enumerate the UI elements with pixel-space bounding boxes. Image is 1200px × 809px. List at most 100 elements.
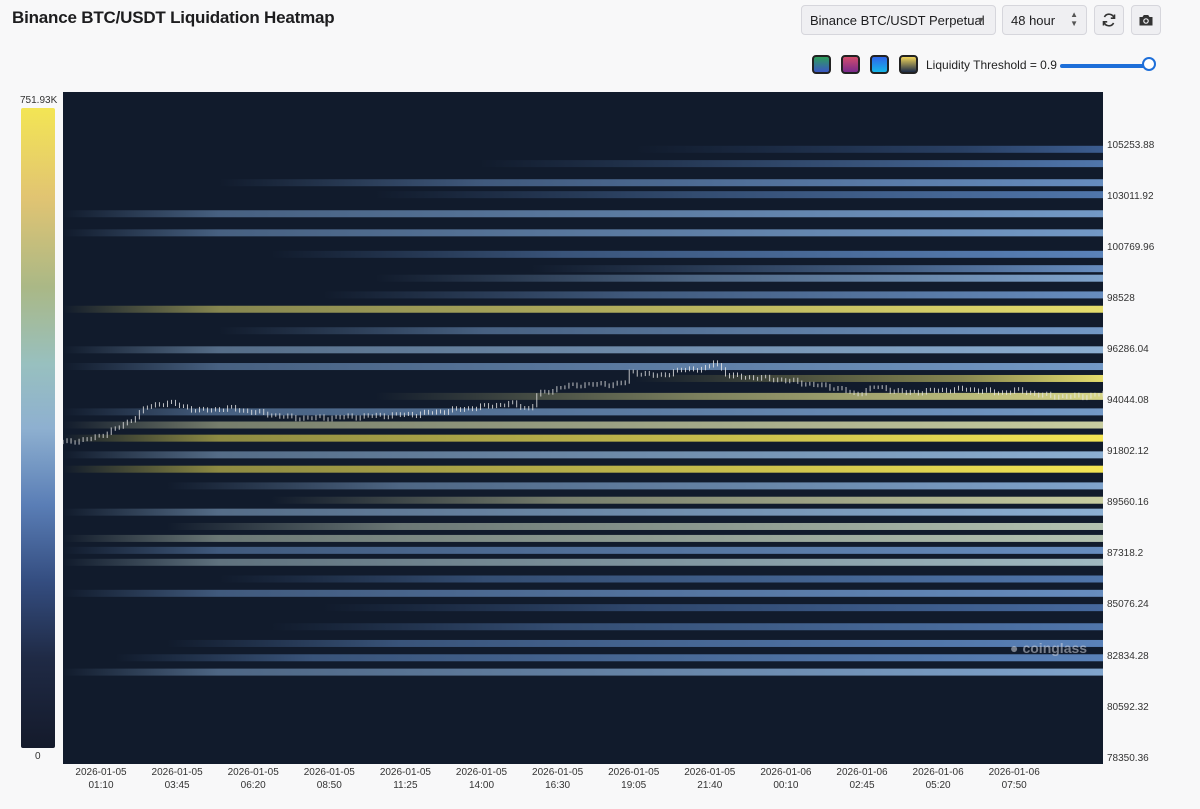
coinglass-logo-icon: ● — [1010, 640, 1019, 656]
y-axis-tick-label: 78350.36 — [1107, 752, 1149, 764]
x-axis-tick-label: 2026-01-06 05:20 — [903, 766, 973, 792]
liquidation-band — [375, 274, 1103, 282]
x-tick-time: 19:05 — [621, 780, 647, 791]
camera-icon — [1139, 15, 1153, 26]
y-axis-tick-label: 105253.88 — [1107, 140, 1155, 151]
liquidation-band — [635, 374, 1103, 382]
x-axis-tick-label: 2026-01-05 21:40 — [675, 766, 745, 792]
liquidation-band — [219, 327, 1103, 335]
liquidation-band — [271, 250, 1103, 258]
liquidation-band — [63, 668, 1103, 676]
watermark-text: coinglass — [1022, 640, 1088, 656]
liquidation-band — [271, 623, 1103, 631]
x-tick-time: 06:20 — [240, 780, 266, 791]
x-tick-date: 2026-01-05 — [75, 767, 127, 778]
liquidation-band — [63, 408, 1103, 416]
liquidation-band — [63, 210, 1103, 218]
x-tick-date: 2026-01-06 — [836, 767, 888, 778]
x-axis-tick-label: 2026-01-05 01:10 — [66, 766, 136, 792]
liquidation-band — [323, 291, 1103, 299]
x-tick-date: 2026-01-05 — [227, 767, 279, 778]
symbol-select[interactable]: Binance BTC/USDT Perpetual ▼ — [801, 5, 996, 35]
x-tick-date: 2026-01-05 — [379, 767, 431, 778]
y-axis-tick-label: 94044.08 — [1107, 395, 1149, 407]
color-scale-legend — [21, 108, 55, 748]
liquidation-band — [323, 604, 1103, 612]
liquidation-band — [375, 392, 1103, 400]
x-tick-date: 2026-01-05 — [608, 767, 660, 778]
x-tick-date: 2026-01-05 — [532, 767, 584, 778]
green-theme-swatch[interactable] — [812, 55, 831, 74]
x-tick-time: 03:45 — [164, 780, 190, 791]
yellow-theme-swatch[interactable] — [899, 55, 918, 74]
y-axis-tick-label: 80592.32 — [1107, 701, 1149, 713]
y-axis-tick-label: 103011.92 — [1107, 191, 1154, 203]
page-title: Binance BTC/USDT Liquidation Heatmap — [12, 8, 335, 27]
legend-max-label: 751.93K — [20, 95, 58, 106]
x-tick-time: 00:10 — [773, 780, 799, 791]
liquidation-band — [167, 482, 1103, 490]
liquidation-band — [63, 534, 1103, 542]
y-axis-tick-label: 85076.24 — [1107, 599, 1149, 611]
x-tick-time: 14:00 — [468, 780, 495, 791]
liquidation-band — [479, 160, 1103, 168]
x-axis-tick-label: 2026-01-06 02:45 — [827, 766, 897, 792]
liquidation-band — [63, 589, 1103, 597]
x-axis-tick-label: 2026-01-06 00:10 — [751, 766, 821, 792]
x-axis-tick-label: 2026-01-05 19:05 — [599, 766, 669, 792]
x-axis-tick-label: 2026-01-05 06:20 — [218, 766, 288, 792]
liquidation-band — [219, 575, 1103, 583]
blue-theme-swatch[interactable] — [870, 55, 889, 74]
x-axis-tick-label: 2026-01-05 14:00 — [447, 766, 517, 792]
liquidation-band — [271, 496, 1103, 504]
liquidation-band — [63, 346, 1103, 354]
chevron-updown-icon: ▲ ▼ — [1070, 10, 1078, 28]
chevron-down-icon: ▼ — [976, 15, 985, 25]
y-axis-tick-label: 82834.28 — [1107, 650, 1149, 662]
range-select[interactable]: 48 hour ▲ ▼ — [1002, 5, 1087, 35]
x-tick-date: 2026-01-05 — [455, 767, 508, 778]
x-tick-time: 07:50 — [1001, 780, 1027, 791]
x-axis-tick-label: 2026-01-05 03:45 — [142, 766, 212, 792]
x-axis-tick-label: 2026-01-05 11:25 — [370, 766, 440, 792]
liquidation-band — [63, 508, 1103, 516]
liquidity-threshold-label: Liquidity Threshold = 0.9 — [926, 58, 1057, 72]
liquidation-band — [167, 522, 1103, 530]
x-tick-date: 2026-01-05 — [151, 767, 203, 778]
liquidation-band — [63, 558, 1103, 566]
x-tick-date: 2026-01-05 — [303, 767, 355, 778]
x-axis-tick-label: 2026-01-05 08:50 — [294, 766, 364, 792]
liquidation-band — [63, 421, 1103, 429]
y-axis-tick-label: 100769.96 — [1107, 242, 1155, 254]
x-tick-time: 21:40 — [697, 780, 723, 791]
x-tick-date: 2026-01-06 — [988, 767, 1040, 778]
x-tick-time: 05:20 — [925, 780, 951, 791]
screenshot-button[interactable] — [1131, 5, 1161, 35]
y-axis-tick-label: 96286.04 — [1107, 344, 1149, 356]
refresh-button[interactable] — [1094, 5, 1124, 35]
liquidation-band — [63, 434, 1103, 442]
liquidation-band — [63, 305, 1103, 313]
symbol-select-value: Binance BTC/USDT Perpetual — [810, 12, 985, 28]
x-tick-time: 11:25 — [393, 780, 418, 791]
liquidation-band — [531, 265, 1103, 273]
liquidation-band — [63, 546, 1103, 554]
x-axis-tick-label: 2026-01-06 07:50 — [979, 766, 1049, 792]
liquidation-band — [375, 191, 1103, 199]
y-axis-tick-label: 98528 — [1107, 293, 1135, 305]
x-tick-time: 08:50 — [316, 780, 342, 791]
liquidation-band — [63, 465, 1103, 473]
x-tick-date: 2026-01-05 — [684, 767, 736, 778]
x-tick-date: 2026-01-06 — [760, 767, 812, 778]
x-tick-time: 02:45 — [849, 780, 875, 791]
x-tick-date: 2026-01-06 — [912, 767, 964, 778]
y-axis-tick-label: 87318.2 — [1107, 548, 1144, 560]
legend-min-label: 0 — [35, 751, 41, 762]
pink-theme-swatch[interactable] — [841, 55, 860, 74]
range-select-value: 48 hour — [1011, 12, 1056, 28]
liquidity-threshold-slider[interactable] — [1060, 64, 1148, 68]
liquidity-threshold-slider-thumb[interactable] — [1142, 57, 1156, 71]
liquidation-band — [63, 229, 1103, 237]
liquidation-band — [63, 451, 1103, 459]
